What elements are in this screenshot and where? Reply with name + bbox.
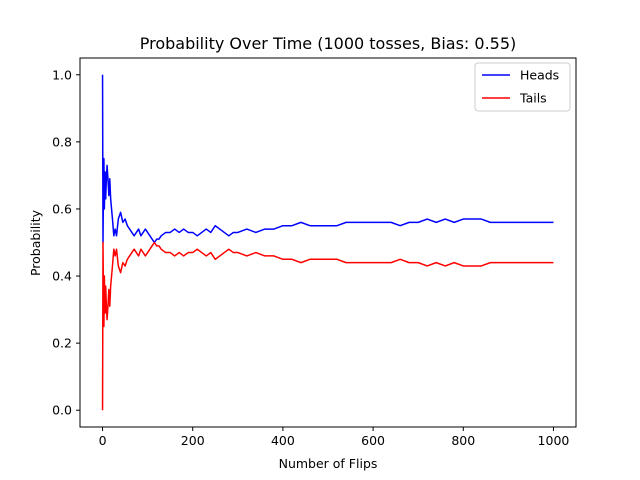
x-axis: 0 200 400 600 800 1000: [99, 427, 570, 448]
y-tick-label: 0.6: [52, 201, 72, 216]
x-tick-label: 600: [361, 433, 385, 448]
series-layer: [101, 74, 554, 411]
plot-frame: [79, 57, 577, 428]
x-axis-label: Number of Flips: [279, 456, 378, 471]
series-line-heads: [101, 74, 554, 244]
x-tick-label: 200: [181, 433, 205, 448]
plot-area: [79, 57, 577, 428]
y-tick-label: 0.4: [52, 269, 72, 284]
x-tick-label: 800: [451, 433, 475, 448]
x-tick-label: 1000: [538, 433, 570, 448]
chart-title: Probability Over Time (1000 tosses, Bias…: [140, 34, 517, 53]
y-tick-label: 0.8: [52, 134, 72, 149]
y-axis: 0.0 0.2 0.4 0.6 0.8 1.0: [52, 67, 80, 418]
x-tick-label: 400: [271, 433, 295, 448]
y-tick-label: 0.2: [52, 336, 72, 351]
y-axis-label: Probability: [28, 209, 43, 276]
legend: Heads Tails: [474, 62, 571, 112]
y-tick-label: 0.0: [52, 403, 72, 418]
legend-label-tails: Tails: [519, 91, 547, 106]
x-tick-label: 0: [99, 433, 107, 448]
series-line-tails: [101, 241, 554, 411]
legend-label-heads: Heads: [520, 68, 559, 83]
y-tick-label: 1.0: [52, 67, 72, 82]
